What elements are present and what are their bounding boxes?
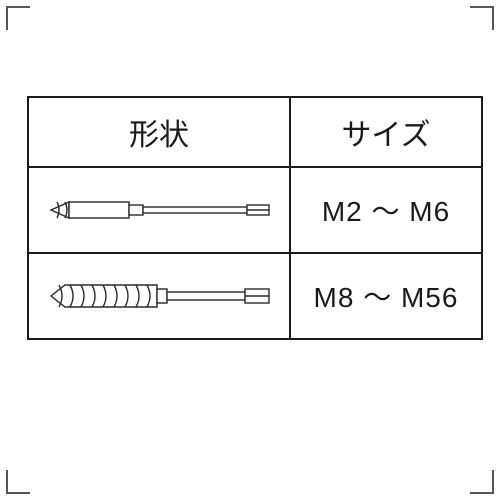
tap-icon-large (39, 276, 279, 316)
tap-icon-small (39, 190, 279, 230)
shape-cell-1 (28, 167, 290, 253)
table-header-row: 形状 サイズ (28, 97, 482, 167)
spec-table: 形状 サイズ M2 ～ M6 M8 ～ M56 (27, 96, 483, 340)
table-row: M2 ～ M6 (28, 167, 482, 253)
shape-cell-2 (28, 253, 290, 339)
crop-mark-bottom-right (470, 470, 494, 494)
col-header-size: サイズ (290, 97, 482, 167)
crop-mark-bottom-left (6, 470, 30, 494)
table-row: M8 ～ M56 (28, 253, 482, 339)
crop-mark-top-left (6, 6, 30, 30)
size-cell-2: M8 ～ M56 (290, 253, 482, 339)
col-header-shape: 形状 (28, 97, 290, 167)
crop-mark-top-right (470, 6, 494, 30)
page: 形状 サイズ M2 ～ M6 M8 ～ M56 (0, 0, 500, 500)
size-cell-1: M2 ～ M6 (290, 167, 482, 253)
